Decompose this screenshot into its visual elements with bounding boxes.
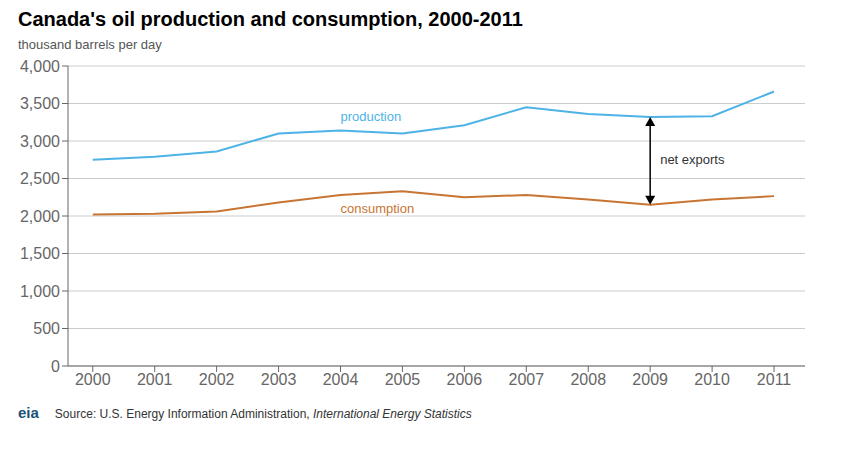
svg-text:2,000: 2,000 [20, 208, 60, 225]
svg-text:2001: 2001 [137, 371, 173, 388]
svg-text:production: production [341, 109, 402, 124]
svg-text:3,500: 3,500 [20, 95, 60, 112]
svg-text:2003: 2003 [261, 371, 297, 388]
svg-text:500: 500 [33, 320, 60, 337]
svg-text:1,500: 1,500 [20, 245, 60, 262]
svg-text:2,500: 2,500 [20, 170, 60, 187]
svg-text:2007: 2007 [509, 371, 545, 388]
svg-text:2011: 2011 [757, 371, 792, 388]
svg-text:2002: 2002 [199, 371, 235, 388]
svg-text:consumption: consumption [341, 201, 415, 216]
svg-text:2005: 2005 [385, 371, 421, 388]
svg-text:2006: 2006 [447, 371, 483, 388]
html-text:thousand barrels per day: thousand barrels per day [18, 37, 162, 52]
html-text:Source: U.S. Energy Informatio: Source: U.S. Energy Information Administ… [54, 407, 472, 421]
svg-text:3,000: 3,000 [20, 133, 60, 150]
svg-text:2004: 2004 [323, 371, 359, 388]
svg-text:0: 0 [51, 358, 60, 375]
svg-text:2009: 2009 [632, 371, 668, 388]
html-text:eia: eia [18, 404, 39, 421]
svg-text:net exports: net exports [660, 152, 725, 167]
svg-text:2000: 2000 [75, 371, 111, 388]
svg-text:1,000: 1,000 [20, 283, 60, 300]
html-text:Canada's oil production and co: Canada's oil production and consumption,… [18, 8, 523, 30]
svg-text:2008: 2008 [570, 371, 606, 388]
svg-text:2010: 2010 [694, 371, 730, 388]
svg-text:4,000: 4,000 [20, 58, 60, 75]
